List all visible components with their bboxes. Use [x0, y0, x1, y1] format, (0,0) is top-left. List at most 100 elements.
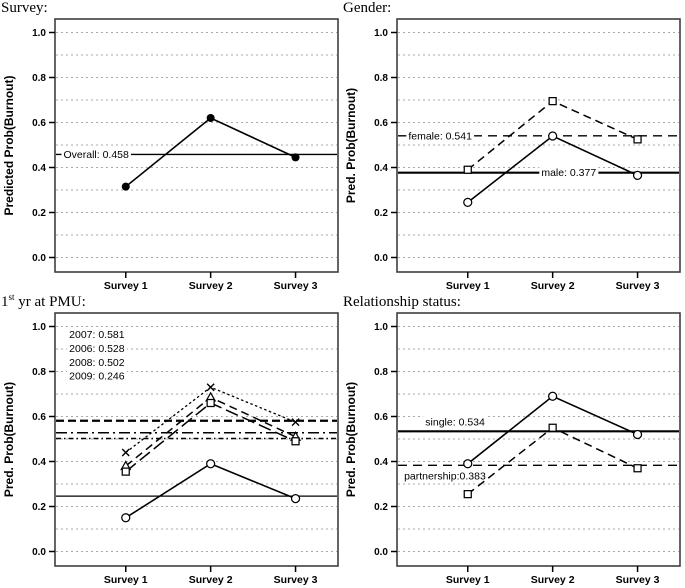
y-tick-label: 0.6 [374, 412, 388, 423]
y-tick-label: 0.2 [32, 502, 46, 513]
data-point-single [463, 459, 473, 469]
y-tick-label: 0.6 [32, 118, 46, 129]
annotation-label-background [67, 356, 127, 370]
data-point-female [463, 165, 472, 174]
y-tick-label: 1.0 [32, 322, 46, 333]
data-point-2009 [206, 459, 216, 469]
panel-title-relationship: Relationship status: [343, 294, 461, 311]
y-tick-label: 0.4 [374, 163, 388, 174]
panel-title-text: yr at PMU: [14, 294, 86, 310]
data-point-overall [291, 153, 300, 162]
plot-frame [54, 18, 339, 273]
x-tick-label: Survey 1 [104, 280, 148, 292]
data-point-male [548, 131, 558, 141]
y-tick-label: 0.6 [32, 412, 46, 423]
annotation-label: 2007: 0.581 [69, 329, 125, 341]
reference-line-label-background [402, 469, 488, 483]
data-point-partnership [548, 423, 557, 432]
y-tick-label: 0.8 [32, 73, 46, 84]
panel-title-gender: Gender: [343, 0, 391, 17]
panel-gender: Gender: female: 0.541 male: 0.377 0.0 0.2 0.… [342, 0, 685, 294]
data-point-2008 [206, 398, 215, 408]
x-tick-label: Survey 1 [446, 574, 490, 586]
relationship-chart: single: 0.534 partnership:0.383 0.0 0.2 0.4 0… [344, 312, 681, 586]
data-point-single [548, 391, 558, 401]
x-tick-label: Survey 2 [531, 574, 575, 586]
reference-line-label: male: 0.377 [541, 167, 596, 179]
y-tick-label: 0.8 [32, 367, 46, 378]
data-point-partnership [633, 464, 642, 473]
plot-frame [54, 312, 339, 567]
data-point-2007 [206, 383, 215, 392]
reference-line-label-background [423, 415, 488, 429]
annotation-label: 2006: 0.528 [69, 343, 125, 355]
data-point-partnership [463, 490, 472, 499]
y-axis-title: Pred. Prob(Burnout) [2, 382, 16, 497]
survey-chart: Overall: 0.458 0.0 0.2 0.4 0.6 0.8 1.0 Survey 1… [2, 18, 339, 292]
reference-line-label-background [539, 166, 599, 180]
series-line-2006 [125, 396, 296, 467]
y-axis-title: Predicted Prob(Burnout) [2, 75, 16, 215]
x-tick-label: Survey 3 [616, 280, 660, 292]
data-point-overall [121, 182, 130, 191]
y-tick-label: 0.0 [32, 547, 46, 558]
panel-title-text: Gender: [343, 0, 392, 16]
data-point-male [632, 170, 643, 180]
plot-frame [396, 312, 681, 567]
panel-first-year-at-pmu: 1st yr at PMU: 2007: 0.581 2006: 0.528 200… [0, 292, 343, 588]
panel-relationship-status: Relationship status: single: 0.534 partne… [342, 294, 685, 588]
y-tick-label: 0.2 [32, 208, 46, 219]
panel-title-text: Relationship status: [343, 294, 461, 310]
y-tick-label: 1.0 [32, 28, 46, 39]
panel-title-text: 1 [1, 294, 9, 310]
annotation-label: 2009: 0.246 [69, 371, 125, 383]
series-line-2009 [125, 462, 296, 519]
x-tick-label: Survey 1 [104, 574, 148, 586]
plot-frame [396, 18, 681, 273]
panel-survey: Survey: Overall: 0.458 0.0 0.2 0.4 0.6 0.8 1.0… [0, 0, 343, 294]
x-tick-label: Survey 1 [446, 280, 490, 292]
data-point-2007 [291, 418, 300, 427]
x-tick-label: Survey 3 [616, 574, 660, 586]
annotation-label-background [67, 370, 127, 384]
y-tick-label: 0.8 [374, 367, 388, 378]
annotation-label-background [67, 328, 127, 342]
data-point-2009 [121, 513, 131, 523]
y-tick-label: 0.0 [374, 547, 388, 558]
x-tick-label: Survey 2 [531, 280, 575, 292]
reference-line-label: partnership:0.383 [404, 470, 486, 482]
x-tick-label: Survey 2 [189, 280, 233, 292]
y-tick-label: 0.0 [32, 253, 46, 264]
data-point-female [548, 97, 557, 106]
y-tick-label: 1.0 [374, 322, 388, 333]
y-axis-title: Pred. Prob(Burnout) [344, 382, 358, 497]
y-tick-label: 1.0 [374, 28, 388, 39]
data-point-overall [206, 114, 215, 122]
data-point-2007 [121, 448, 130, 457]
panel-title-survey: Survey: [1, 0, 48, 17]
gender-chart: female: 0.541 male: 0.377 0.0 0.2 0.4 0.6 0.8 1… [344, 18, 681, 292]
data-point-single [632, 429, 643, 440]
y-tick-label: 0.0 [374, 253, 388, 264]
first-year-chart: 2007: 0.581 2006: 0.528 2008: 0.502 2009: 0… [2, 312, 339, 586]
series-line-overall [125, 117, 296, 188]
data-point-2008 [291, 437, 300, 446]
reference-line-label: female: 0.541 [408, 130, 472, 142]
reference-line-label: Overall: 0.458 [63, 149, 129, 161]
x-tick-label: Survey 3 [274, 574, 318, 586]
x-tick-label: Survey 3 [274, 280, 318, 292]
y-tick-label: 0.6 [374, 118, 388, 129]
y-tick-label: 0.2 [374, 502, 388, 513]
x-tick-label: Survey 2 [189, 574, 233, 586]
reference-line-label: single: 0.534 [425, 416, 485, 428]
data-point-2008 [121, 467, 130, 476]
annotation-label: 2008: 0.502 [69, 357, 125, 369]
y-tick-label: 0.4 [32, 163, 46, 174]
annotation-label-background [67, 342, 127, 356]
panel-title-superscript: st [8, 292, 15, 302]
panel-title-first-year: 1st yr at PMU: [1, 292, 86, 311]
data-point-male [463, 197, 473, 207]
y-tick-label: 0.4 [374, 457, 388, 468]
data-point-2009 [290, 494, 301, 504]
